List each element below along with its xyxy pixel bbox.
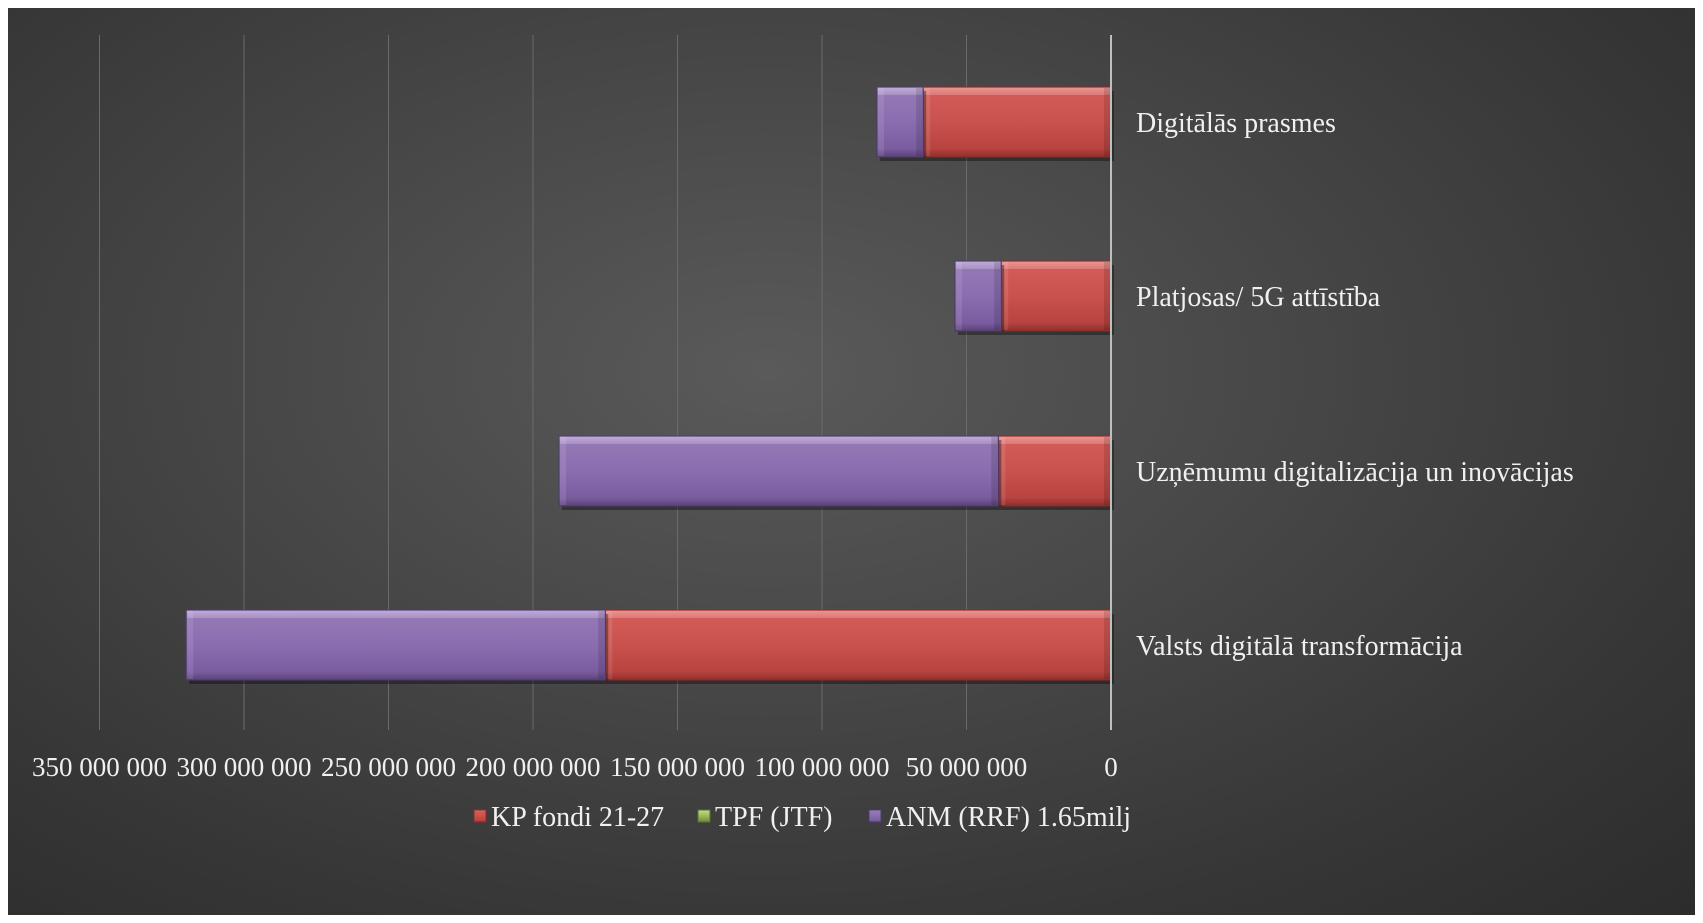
x-tick-label: 100 000 000 <box>755 752 890 782</box>
bar-segment <box>1000 260 1114 335</box>
bar-segment <box>922 86 1114 161</box>
category-labels: Valsts digitālā transformācija Uzņēmumu d… <box>1136 108 1574 662</box>
x-tick-label: 0 <box>1104 752 1118 782</box>
bar-segment <box>185 609 609 684</box>
legend-label: TPF (JTF) <box>715 802 832 833</box>
bar-chart: 350 000 000 300 000 000 250 000 000 200 000… <box>32 35 1574 833</box>
legend: KP fondi 21-27 TPF (JTF) ANM (RRF) 1.65mil… <box>473 802 1131 833</box>
chart-area: 350 000 000 300 000 000 250 000 000 200 000… <box>8 8 1695 915</box>
bars <box>185 86 1114 684</box>
x-tick-labels: 350 000 000 300 000 000 250 000 000 200 000… <box>32 752 1118 782</box>
bar-segment <box>558 435 1002 510</box>
x-tick-label: 150 000 000 <box>610 752 745 782</box>
category-label: Platjosas/ 5G attīstība <box>1136 282 1381 313</box>
legend-swatch <box>697 809 711 823</box>
bar-segment <box>954 260 1005 335</box>
x-tick-label: 350 000 000 <box>32 752 167 782</box>
category-label: Uzņēmumu digitalizācija un inovācijas <box>1136 457 1574 488</box>
x-tick-label: 300 000 000 <box>177 752 312 782</box>
category-label: Digitālās prasmes <box>1136 108 1336 139</box>
legend-swatch <box>473 809 487 823</box>
x-tick-label: 200 000 000 <box>466 752 601 782</box>
legend-label: ANM (RRF) 1.65milj <box>886 802 1131 833</box>
legend-item: TPF (JTF) <box>697 802 832 833</box>
bar-segment <box>876 86 927 161</box>
legend-item: KP fondi 21-27 <box>473 802 664 833</box>
x-tick-label: 250 000 000 <box>321 752 456 782</box>
legend-swatch <box>868 809 882 823</box>
bar-segment <box>997 435 1114 510</box>
legend-label: KP fondi 21-27 <box>491 802 664 833</box>
legend-item: ANM (RRF) 1.65milj <box>868 802 1131 833</box>
bar-segment <box>604 609 1114 684</box>
category-label: Valsts digitālā transformācija <box>1136 631 1463 662</box>
x-tick-label: 50 000 000 <box>906 752 1028 782</box>
